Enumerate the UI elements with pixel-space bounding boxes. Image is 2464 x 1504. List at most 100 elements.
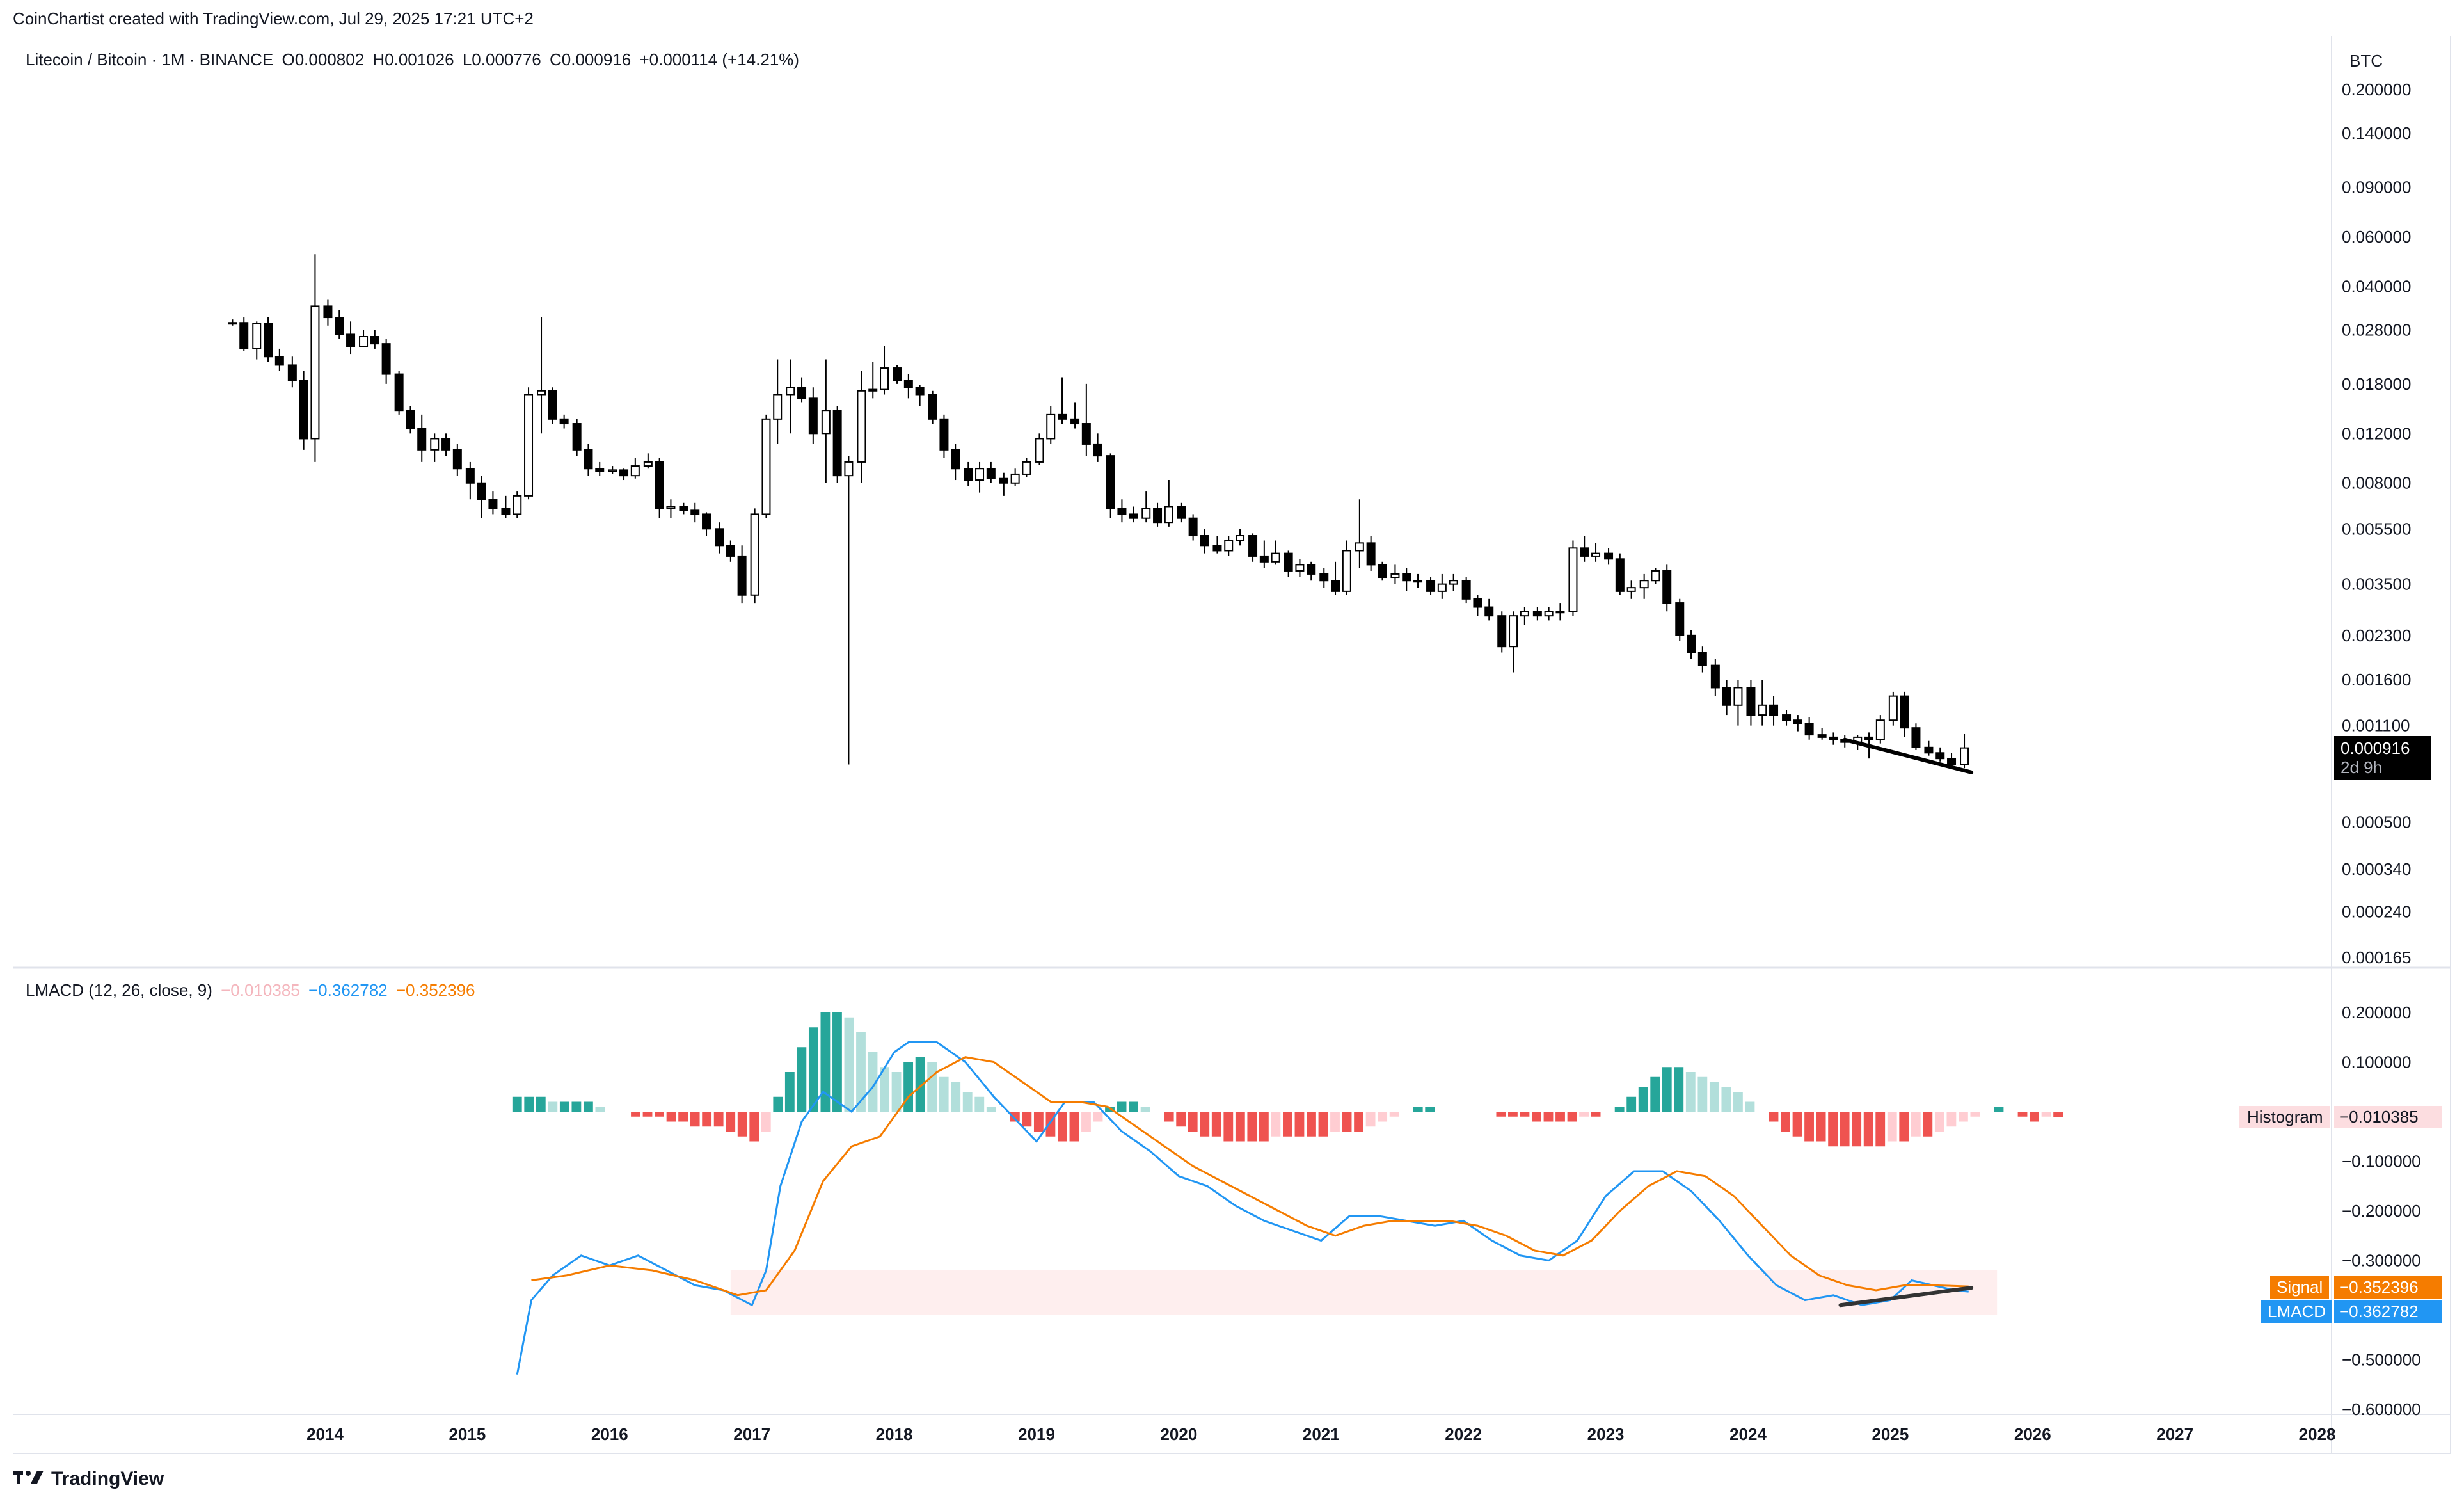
candle-body xyxy=(679,506,688,511)
candle xyxy=(737,545,747,604)
candle-body xyxy=(857,390,866,463)
candle xyxy=(1295,559,1305,578)
candle xyxy=(928,390,937,424)
candle-body xyxy=(335,317,344,335)
candle xyxy=(381,339,391,384)
candle xyxy=(1687,630,1696,659)
histogram-bar xyxy=(1259,1112,1269,1142)
price-axis-currency[interactable]: BTC xyxy=(2349,51,2383,70)
candle-body xyxy=(1378,564,1387,579)
histogram-bar xyxy=(939,1076,949,1112)
candle xyxy=(1461,577,1471,604)
candle-body xyxy=(1591,552,1601,557)
histogram-bar xyxy=(1045,1112,1056,1137)
histogram-bar xyxy=(903,1062,914,1112)
candle xyxy=(310,254,320,462)
symbol-legend[interactable]: Litecoin / Bitcoin · 1M · BINANCE O0.000… xyxy=(26,50,803,70)
candle xyxy=(1106,453,1115,518)
histogram-bar xyxy=(1520,1112,1530,1117)
histogram-bar xyxy=(1792,1112,1802,1137)
candle-body xyxy=(359,336,369,347)
candle xyxy=(465,461,475,500)
ohlc-open: O0.000802 xyxy=(282,50,365,69)
price-tick-label: 0.003500 xyxy=(2342,575,2411,594)
candle xyxy=(252,321,262,360)
candle-body xyxy=(1390,573,1400,579)
indicator-lmacd-value: −0.362782 xyxy=(308,980,388,1000)
candle-body xyxy=(239,322,249,349)
candle-body xyxy=(1864,736,1874,740)
histogram-bar xyxy=(583,1101,593,1112)
candle-body xyxy=(1010,473,1020,484)
tradingview-logo[interactable]: TradingView xyxy=(13,1468,164,1490)
candle xyxy=(1662,564,1672,612)
candle xyxy=(1568,540,1578,616)
time-tick-label: 2023 xyxy=(1587,1425,1625,1444)
candle-body xyxy=(715,528,724,547)
candle-body xyxy=(1366,542,1376,566)
indicator-tick-label: 0.200000 xyxy=(2342,1003,2411,1022)
candle xyxy=(1271,540,1280,565)
candle-body xyxy=(928,394,937,420)
candle-body xyxy=(761,418,771,515)
histogram-bar xyxy=(1188,1112,1198,1132)
symbol-name[interactable]: Litecoin / Bitcoin · 1M · BINANCE xyxy=(26,50,274,69)
candle xyxy=(1769,696,1779,726)
indicator-tick-label: −0.100000 xyxy=(2342,1152,2421,1171)
candle-body xyxy=(750,513,759,596)
candle xyxy=(572,419,582,456)
candle xyxy=(1947,753,1957,766)
candle-body xyxy=(1935,752,1945,760)
histogram-bar xyxy=(737,1112,747,1137)
histogram-bar xyxy=(1378,1112,1388,1122)
candle-body xyxy=(1022,461,1031,475)
candle xyxy=(406,406,415,434)
histogram-axis-label: Histogram xyxy=(2239,1106,2331,1128)
candle-body xyxy=(1875,719,1885,740)
candle-body xyxy=(868,388,878,392)
candle-body xyxy=(975,468,985,481)
time-tick-label: 2028 xyxy=(2299,1425,2336,1444)
candle xyxy=(761,414,771,518)
candle-body xyxy=(228,322,237,325)
candle xyxy=(1117,499,1127,523)
candle xyxy=(239,317,249,351)
candle xyxy=(1497,611,1507,653)
price-tick-label: 0.060000 xyxy=(2342,227,2411,246)
candle-body xyxy=(524,394,534,497)
candle xyxy=(832,406,842,483)
candle-body xyxy=(252,323,262,349)
indicator-tick-label: −0.300000 xyxy=(2342,1251,2421,1270)
candle xyxy=(1520,607,1529,625)
last-price-value: 0.000916 xyxy=(2341,739,2410,758)
histogram-bar xyxy=(595,1107,605,1112)
histogram-bar xyxy=(1176,1112,1186,1127)
candle xyxy=(1449,573,1458,591)
histogram-bar xyxy=(832,1012,842,1112)
histogram-bar xyxy=(559,1101,569,1112)
histogram-bar xyxy=(1555,1112,1565,1122)
candle xyxy=(1188,514,1198,541)
histogram-bar xyxy=(1816,1112,1826,1142)
indicator-legend[interactable]: LMACD (12, 26, close, 9) −0.010385 −0.36… xyxy=(26,980,479,1000)
candle xyxy=(1355,499,1364,568)
histogram-bar xyxy=(1781,1112,1790,1132)
histogram-bar xyxy=(1081,1112,1091,1132)
candle xyxy=(1639,573,1649,599)
candle-body xyxy=(643,461,653,467)
histogram-bar xyxy=(761,1112,771,1132)
histogram-bar xyxy=(1532,1112,1541,1122)
candle xyxy=(1924,740,1934,756)
histogram-bar xyxy=(808,1027,818,1112)
candle-body xyxy=(1319,573,1329,582)
candle-body xyxy=(608,469,617,472)
histogram-bar xyxy=(1899,1112,1909,1142)
candle xyxy=(844,456,854,765)
histogram-bar xyxy=(1685,1072,1696,1112)
candle xyxy=(951,444,960,481)
candle xyxy=(287,356,297,388)
indicator-tick-label: −0.500000 xyxy=(2342,1350,2421,1370)
indicator-name[interactable]: LMACD (12, 26, close, 9) xyxy=(26,980,212,1000)
price-tick-label: 0.200000 xyxy=(2342,80,2411,99)
